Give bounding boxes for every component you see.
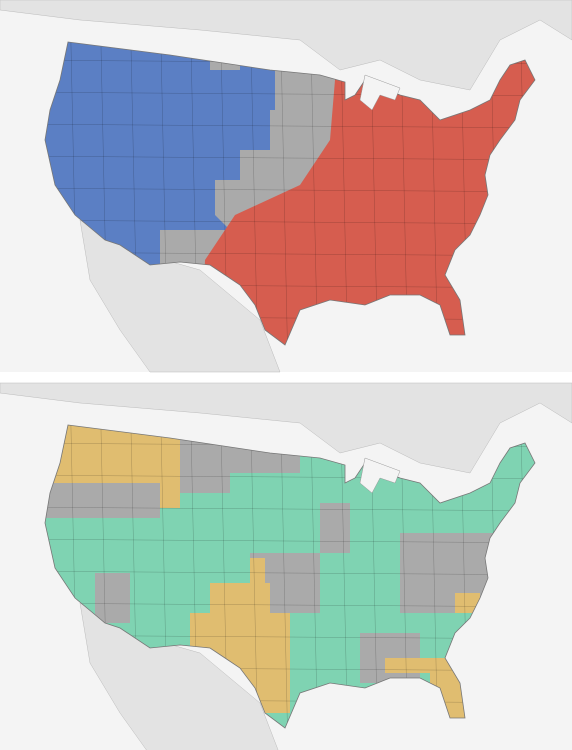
us-outline	[44, 41, 536, 346]
region	[95, 573, 130, 623]
region	[45, 425, 180, 508]
land	[0, 0, 572, 91]
state-border	[45, 506, 535, 512]
region	[45, 483, 160, 518]
region	[190, 583, 290, 713]
map-panel	[0, 0, 572, 373]
state-border	[45, 570, 535, 576]
region	[45, 42, 270, 270]
great-lakes	[359, 74, 401, 111]
great-lakes	[359, 457, 401, 494]
state-border	[45, 155, 535, 161]
land	[0, 382, 572, 474]
state-border	[45, 187, 535, 193]
state-border	[45, 538, 535, 544]
region	[385, 658, 470, 728]
region	[250, 558, 265, 588]
map-panel	[0, 382, 572, 750]
region	[455, 593, 480, 613]
us-outline	[44, 424, 536, 729]
state-border	[45, 123, 535, 129]
region	[320, 503, 350, 553]
